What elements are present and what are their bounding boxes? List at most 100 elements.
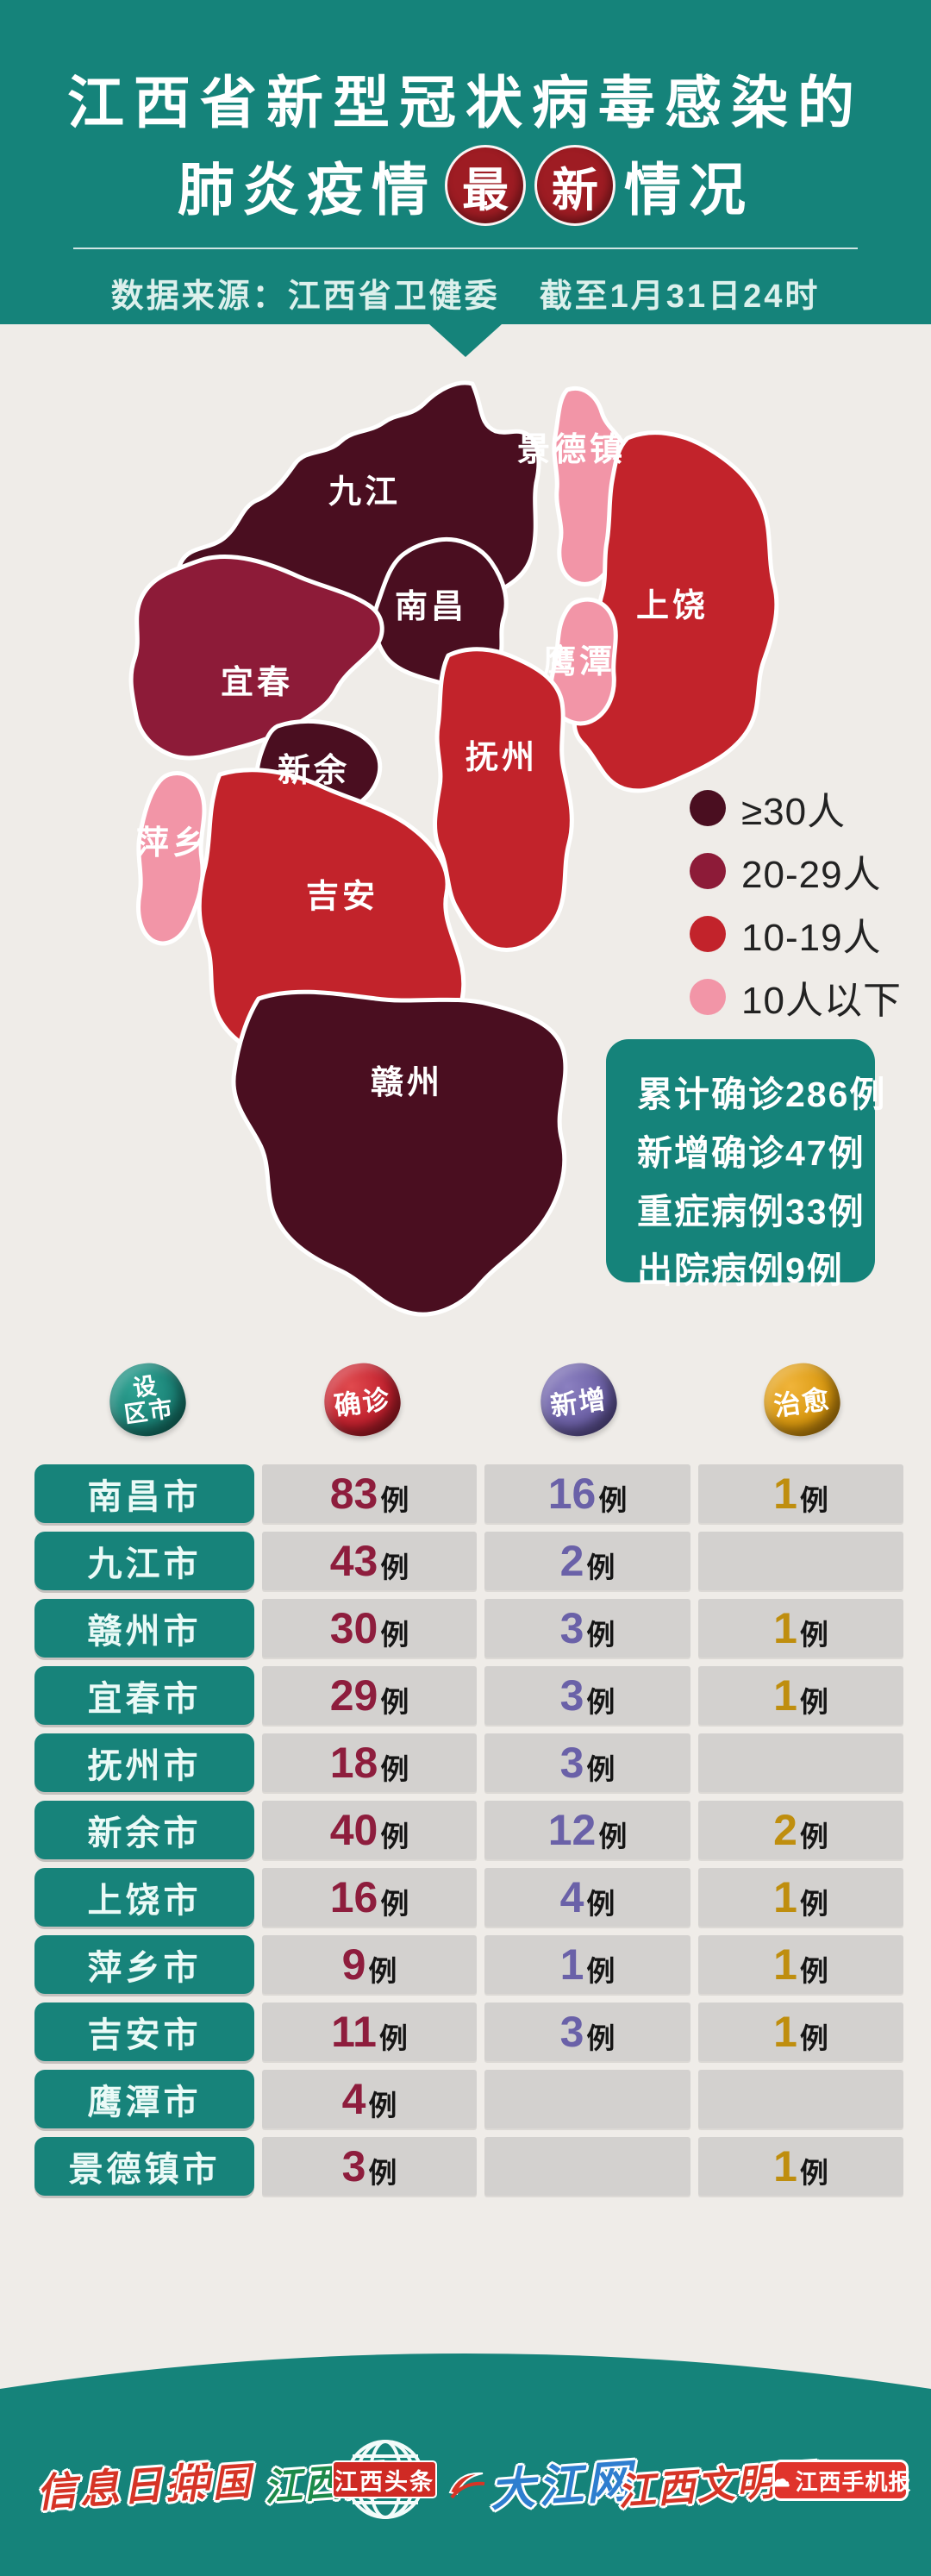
- summary-severe-cases: 重症病例33例: [637, 1192, 865, 1232]
- region-ganzhou: [231, 989, 568, 1317]
- logo-jiangxi-toutiao: 江西头条: [332, 2425, 439, 2534]
- cured-cell: [698, 1532, 903, 1590]
- legend-item: 10-19人: [690, 916, 922, 959]
- map-legend: ≥30人 20-29人 10-19人 10人以下: [690, 790, 922, 1042]
- city-name-cell: 萍乡市: [34, 1935, 254, 1994]
- city-name-cell: 赣州市: [34, 1599, 254, 1658]
- legend-item: ≥30人: [690, 790, 922, 833]
- confirmed-cell: 40 例: [262, 1801, 477, 1859]
- legend-label: 20-29人: [741, 854, 882, 896]
- title-line2-prefix: 肺炎疫情: [178, 158, 436, 222]
- confirmed-cell: 18 例: [262, 1733, 477, 1792]
- map-label-ganzhou: 赣州: [371, 1065, 443, 1101]
- footer-wave: [0, 2353, 931, 2576]
- confirmed-cell: 30 例: [262, 1599, 477, 1658]
- map-label-pingxiang: 萍乡: [136, 825, 209, 862]
- added-cell: 12 例: [484, 1801, 690, 1859]
- footer-logos: 信息日报 中国 江西网 江西头条 大江网 江西文明网 ☁ 江西手机报: [0, 2440, 931, 2519]
- logo-toutiao-text: 江西头条: [332, 2460, 437, 2498]
- column-badge-city-line2: 区市: [122, 1395, 176, 1428]
- jiangxi-choropleth-map: 九江 景德镇 上饶 南昌 鹰潭 宜春 新余 抚州 萍乡 吉安 赣州: [128, 380, 779, 1317]
- confirmed-cell: 29 例: [262, 1666, 477, 1725]
- cloud-icon: ☁: [769, 2468, 791, 2491]
- region-pingxiang: [136, 771, 207, 946]
- city-name-cell: 南昌市: [34, 1464, 254, 1523]
- title-badge-xin: 新: [534, 145, 615, 226]
- added-cell: [484, 2070, 690, 2128]
- region-yichun: [128, 555, 384, 761]
- legend-swatch-lt10: [690, 979, 726, 1015]
- column-badge-confirmed-label: 确诊: [332, 1383, 393, 1421]
- header-banner: 江西省新型冠状病毒感染的 肺炎疫情 最 新 情况 数据来源：江西省卫健委 截至1月…: [0, 0, 931, 324]
- legend-item: 10人以下: [690, 979, 922, 1022]
- confirmed-cell: 83 例: [262, 1464, 477, 1523]
- confirmed-cell: 16 例: [262, 1868, 477, 1927]
- data-source-line: 数据来源：江西省卫健委 截至1月31日24时: [0, 269, 931, 317]
- added-cell: [484, 2137, 690, 2196]
- legend-item: 20-29人: [690, 853, 922, 896]
- swoosh-icon: [448, 2472, 485, 2499]
- legend-swatch-ge30: [690, 790, 726, 826]
- map-label-jiujiang: 九江: [328, 474, 401, 511]
- city-name-cell: 抚州市: [34, 1733, 254, 1792]
- summary-discharged-cases: 出院病例9例: [637, 1250, 844, 1290]
- legend-swatch-20-29: [690, 853, 726, 889]
- map-label-jian: 吉安: [306, 879, 378, 915]
- page-title-line2: 肺炎疫情 最 新 情况: [0, 140, 931, 231]
- confirmed-cell: 43 例: [262, 1532, 477, 1590]
- logo-dajiang-text: 大江网: [488, 2456, 637, 2516]
- summary-new-confirmed: 新增确诊47例: [637, 1133, 865, 1173]
- city-name-cell: 吉安市: [34, 2003, 254, 2061]
- city-name-cell: 宜春市: [34, 1666, 254, 1725]
- city-name-cell: 九江市: [34, 1532, 254, 1590]
- cured-cell: [698, 2070, 903, 2128]
- region-yingtan: [548, 597, 618, 726]
- map-label-xinyu: 新余: [278, 752, 350, 789]
- title-line2-suffix: 情况: [624, 158, 753, 222]
- column-badge-cured-label: 治愈: [772, 1383, 833, 1421]
- map-label-fuzhou: 抚州: [466, 740, 538, 776]
- region-shangrao: [572, 430, 779, 793]
- map-label-yichun: 宜春: [221, 665, 293, 701]
- summary-total-confirmed: 累计确诊286例: [637, 1075, 887, 1114]
- map-label-yingtan: 鹰潭: [543, 644, 615, 680]
- legend-label: 10人以下: [741, 980, 902, 1022]
- added-cell: 16 例: [484, 1464, 690, 1523]
- data-source-label: 数据来源：江西省卫健委: [110, 279, 500, 315]
- map-label-shangrao: 上饶: [636, 588, 709, 624]
- logo-jiangxi-shoujibao: ☁ 江西手机报: [769, 2460, 912, 2501]
- header-divider: [73, 248, 858, 249]
- legend-swatch-10-19: [690, 916, 726, 952]
- summary-stats-box: 累计确诊286例 新增确诊47例 重症病例33例 出院病例9例: [606, 1039, 887, 1290]
- logo-sjb-text: 江西手机报: [795, 2468, 912, 2495]
- map-label-nanchang: 南昌: [395, 589, 467, 625]
- header-pointer-triangle: [429, 324, 502, 357]
